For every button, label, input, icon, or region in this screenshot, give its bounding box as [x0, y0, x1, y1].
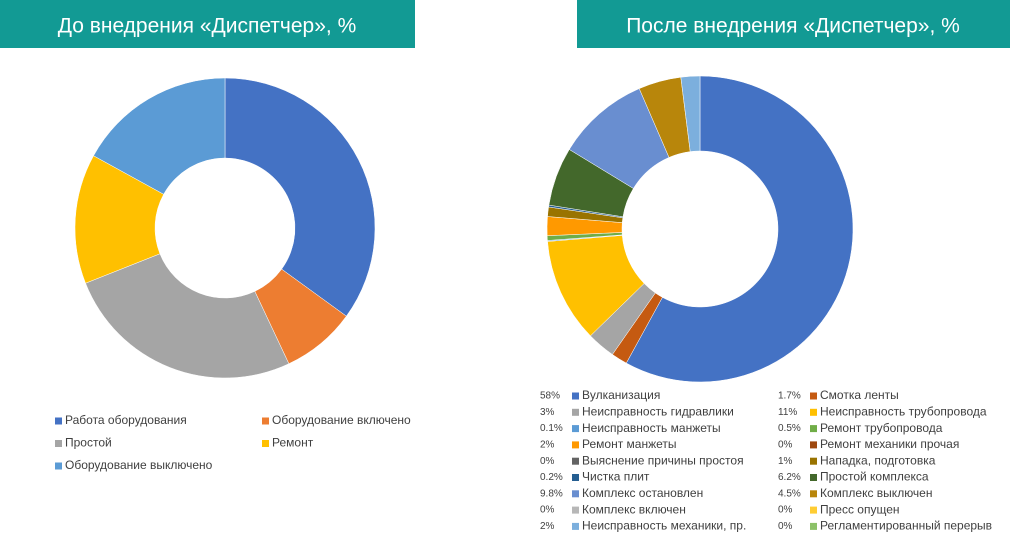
legend-marker	[572, 522, 579, 530]
legend-label: Простой комплекса	[820, 470, 929, 484]
legend-marker	[572, 392, 579, 400]
header-left	[0, 0, 415, 48]
value-label: 1.7%	[778, 391, 801, 402]
value-label: 0%	[778, 440, 793, 451]
legend-marker	[572, 457, 579, 465]
legend-label: Оборудование выключено	[65, 458, 213, 472]
legend-marker	[810, 506, 817, 514]
donut-segment	[224, 77, 376, 317]
header-right	[577, 0, 1010, 48]
legend-label: Неисправность манжеты	[582, 421, 721, 435]
legend-marker	[810, 474, 817, 481]
legend-label: Комплекс выключен	[820, 486, 932, 500]
legend-marker	[262, 440, 269, 447]
legend-marker	[55, 417, 62, 425]
value-label: 0%	[540, 456, 555, 467]
value-label: 0%	[778, 521, 793, 532]
legend-label: Ремонт механики прочая	[820, 437, 959, 451]
value-label: 9.8%	[540, 488, 563, 499]
value-label: 0.1%	[540, 423, 563, 434]
legend-marker	[572, 474, 579, 481]
legend-label: Смотка ленты	[820, 388, 899, 402]
value-label: 58%	[540, 391, 560, 402]
chart-title: До внедрения «Диспетчер», %	[58, 15, 357, 38]
legend-label: Ремонт манжеты	[582, 437, 677, 451]
donut-segment	[625, 75, 854, 383]
legend-marker	[810, 392, 817, 400]
legend-marker	[262, 417, 269, 425]
legend-label: Нападка, подготовка	[820, 453, 936, 467]
legend-marker	[572, 425, 579, 433]
value-label: 0%	[778, 505, 793, 516]
legend-marker	[810, 457, 817, 465]
value-label: 4.5%	[778, 488, 801, 499]
legend-label: Неисправность гидравлики	[582, 404, 734, 418]
legend-label: Ремонт	[272, 436, 314, 450]
legend-marker	[810, 441, 817, 449]
value-label: 0.5%	[778, 423, 801, 434]
legend-label: Оборудование включено	[272, 413, 411, 427]
legend-marker	[572, 408, 579, 416]
legend-marker	[572, 490, 579, 498]
legend-label: Неисправность трубопровода	[820, 404, 987, 418]
legend-label: Вулканизация	[582, 388, 660, 402]
value-label: 2%	[540, 440, 555, 451]
donut-segment	[85, 253, 290, 379]
legend-label: Комплекс включен	[582, 502, 686, 516]
legend-label: Ремонт трубопровода	[820, 421, 943, 435]
legend-marker	[810, 522, 817, 530]
legend-label: Чистка плит	[582, 470, 650, 484]
donut-segment	[680, 75, 701, 152]
legend-marker	[572, 441, 579, 449]
value-label: 0.2%	[540, 472, 563, 483]
value-label: 1%	[778, 456, 793, 467]
value-label: 6.2%	[778, 472, 801, 483]
value-label: 3%	[540, 407, 555, 418]
chart-title: После внедрения «Диспетчер», %	[626, 15, 960, 38]
legend-label: Выяснение причины простоя	[582, 453, 744, 467]
legend-marker	[810, 425, 817, 433]
legend-label: Пресс опущен	[820, 502, 900, 516]
legend-label: Неисправность механики, пр.	[582, 519, 746, 533]
value-label: 2%	[540, 521, 555, 532]
legend-marker	[810, 408, 817, 416]
legend-label: Простой	[65, 436, 112, 450]
donut-segment	[93, 77, 226, 195]
legend-marker	[810, 490, 817, 498]
legend-label: Работа оборудования	[65, 413, 187, 427]
legend-marker	[55, 440, 62, 447]
legend-marker	[572, 506, 579, 514]
legend-label: Комплекс остановлен	[582, 486, 703, 500]
legend-marker	[55, 462, 62, 470]
value-label: 11%	[778, 407, 797, 418]
value-label: 0%	[540, 505, 555, 516]
legend-label: Регламентированный перерыв	[820, 519, 992, 533]
